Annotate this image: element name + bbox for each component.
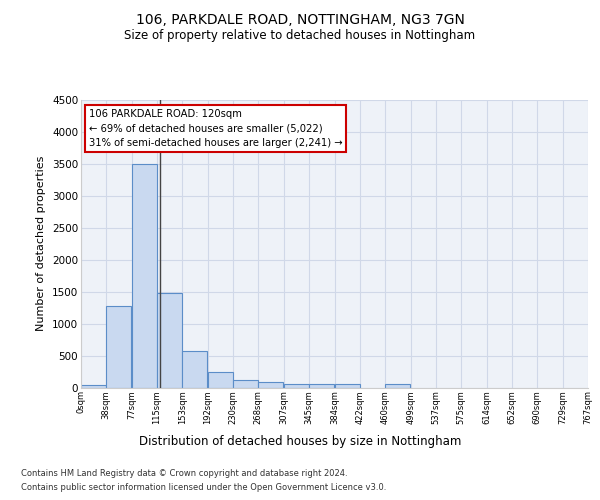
Bar <box>106 306 131 388</box>
Text: 106, PARKDALE ROAD, NOTTINGHAM, NG3 7GN: 106, PARKDALE ROAD, NOTTINGHAM, NG3 7GN <box>136 13 464 27</box>
Bar <box>157 293 182 388</box>
Text: Distribution of detached houses by size in Nottingham: Distribution of detached houses by size … <box>139 434 461 448</box>
Bar <box>385 384 410 388</box>
Bar <box>309 384 334 388</box>
Bar <box>182 351 207 388</box>
Bar <box>335 384 360 388</box>
Text: 106 PARKDALE ROAD: 120sqm
← 69% of detached houses are smaller (5,022)
31% of se: 106 PARKDALE ROAD: 120sqm ← 69% of detac… <box>89 108 342 148</box>
Bar <box>132 164 157 388</box>
Bar <box>208 372 233 388</box>
Bar <box>258 382 283 388</box>
Bar <box>81 385 106 388</box>
Text: Size of property relative to detached houses in Nottingham: Size of property relative to detached ho… <box>124 28 476 42</box>
Bar <box>284 384 309 388</box>
Text: Contains HM Land Registry data © Crown copyright and database right 2024.: Contains HM Land Registry data © Crown c… <box>21 469 347 478</box>
Bar <box>233 380 258 388</box>
Text: Contains public sector information licensed under the Open Government Licence v3: Contains public sector information licen… <box>21 483 386 492</box>
Y-axis label: Number of detached properties: Number of detached properties <box>37 156 46 332</box>
